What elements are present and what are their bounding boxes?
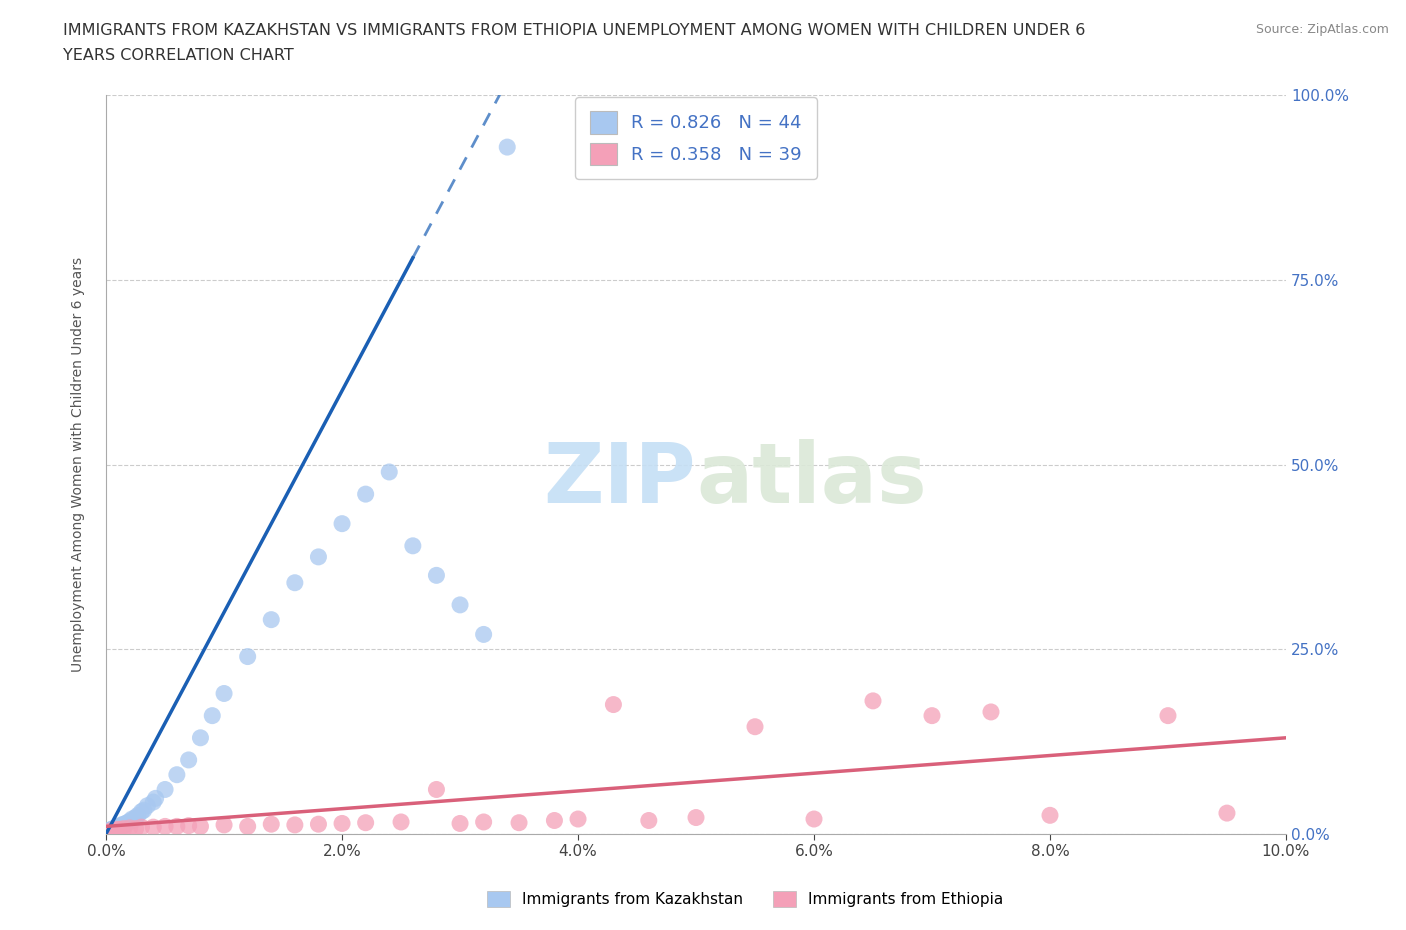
Point bbox=[145, 790, 167, 805]
Point bbox=[122, 813, 145, 828]
Point bbox=[1157, 709, 1180, 724]
Point bbox=[378, 465, 401, 480]
Point bbox=[190, 819, 212, 834]
Point bbox=[980, 705, 1002, 720]
Text: atlas: atlas bbox=[696, 439, 927, 520]
Point bbox=[637, 813, 659, 828]
Point bbox=[110, 822, 132, 837]
Point bbox=[118, 814, 141, 829]
Point bbox=[124, 810, 146, 825]
Point bbox=[402, 538, 425, 553]
Point bbox=[389, 815, 412, 830]
Point bbox=[111, 818, 134, 833]
Point bbox=[103, 822, 125, 837]
Point bbox=[105, 821, 128, 836]
Point bbox=[98, 823, 121, 838]
Point bbox=[354, 486, 377, 501]
Point bbox=[803, 812, 825, 827]
Point bbox=[124, 821, 146, 836]
Point bbox=[1039, 808, 1062, 823]
Point bbox=[212, 686, 235, 701]
Point bbox=[190, 730, 212, 745]
Point bbox=[112, 817, 135, 831]
Point bbox=[602, 698, 624, 712]
Point bbox=[212, 817, 235, 832]
Text: IMMIGRANTS FROM KAZAKHSTAN VS IMMIGRANTS FROM ETHIOPIA UNEMPLOYMENT AMONG WOMEN : IMMIGRANTS FROM KAZAKHSTAN VS IMMIGRANTS… bbox=[63, 23, 1085, 38]
Point bbox=[862, 694, 884, 709]
Point bbox=[142, 794, 165, 809]
Point bbox=[153, 782, 176, 797]
Point bbox=[110, 819, 132, 834]
Point bbox=[260, 612, 283, 627]
Point bbox=[166, 767, 188, 782]
Point bbox=[472, 627, 495, 642]
Point bbox=[307, 817, 329, 831]
Point bbox=[107, 822, 129, 837]
Point bbox=[177, 752, 200, 767]
Point bbox=[104, 820, 127, 835]
Point bbox=[284, 576, 307, 591]
Point bbox=[1216, 805, 1239, 820]
Point bbox=[100, 823, 122, 838]
Point bbox=[101, 823, 124, 838]
Point bbox=[121, 812, 143, 827]
Point bbox=[166, 819, 188, 834]
Point bbox=[142, 819, 165, 834]
Point bbox=[110, 817, 132, 832]
Legend: R = 0.826   N = 44, R = 0.358   N = 39: R = 0.826 N = 44, R = 0.358 N = 39 bbox=[575, 97, 817, 179]
Point bbox=[260, 817, 283, 831]
Legend: Immigrants from Kazakhstan, Immigrants from Ethiopia: Immigrants from Kazakhstan, Immigrants f… bbox=[481, 884, 1010, 913]
Point bbox=[330, 516, 353, 531]
Text: ZIP: ZIP bbox=[544, 439, 696, 520]
Point bbox=[118, 820, 141, 835]
Point bbox=[101, 821, 124, 836]
Point bbox=[104, 823, 127, 838]
Point bbox=[201, 709, 224, 724]
Point bbox=[131, 819, 153, 834]
Point bbox=[101, 822, 124, 837]
Point bbox=[354, 816, 377, 830]
Point bbox=[100, 823, 122, 838]
Point bbox=[685, 810, 707, 825]
Point bbox=[108, 819, 131, 834]
Point bbox=[132, 803, 155, 817]
Point bbox=[107, 819, 129, 834]
Text: Source: ZipAtlas.com: Source: ZipAtlas.com bbox=[1256, 23, 1389, 36]
Point bbox=[449, 816, 471, 830]
Point bbox=[307, 550, 329, 565]
Point bbox=[177, 818, 200, 833]
Point bbox=[236, 649, 259, 664]
Point bbox=[131, 804, 153, 819]
Point bbox=[115, 816, 138, 830]
Y-axis label: Unemployment Among Women with Children Under 6 years: Unemployment Among Women with Children U… bbox=[72, 257, 86, 672]
Point bbox=[114, 817, 136, 832]
Point bbox=[449, 597, 471, 612]
Point bbox=[284, 817, 307, 832]
Point bbox=[744, 719, 766, 734]
Point bbox=[496, 140, 519, 154]
Point bbox=[117, 816, 139, 830]
Point bbox=[127, 808, 149, 823]
Point bbox=[236, 819, 259, 834]
Point bbox=[921, 709, 943, 724]
Point bbox=[472, 815, 495, 830]
Point bbox=[543, 813, 565, 828]
Point bbox=[425, 782, 447, 797]
Text: YEARS CORRELATION CHART: YEARS CORRELATION CHART bbox=[63, 48, 294, 63]
Point bbox=[136, 798, 159, 813]
Point bbox=[153, 819, 176, 834]
Point bbox=[112, 821, 135, 836]
Point bbox=[567, 812, 589, 827]
Point bbox=[425, 568, 447, 583]
Point bbox=[508, 816, 530, 830]
Point bbox=[330, 816, 353, 830]
